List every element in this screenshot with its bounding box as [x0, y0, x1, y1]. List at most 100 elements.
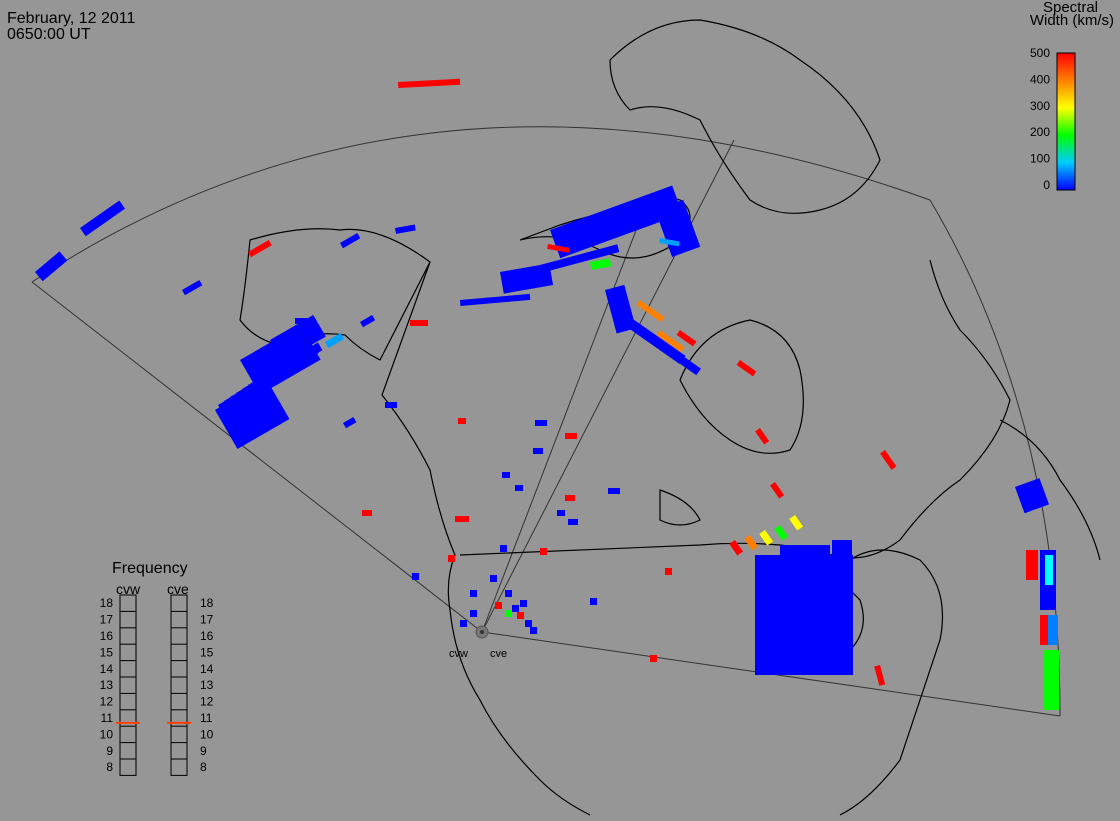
echo-cell	[505, 590, 512, 597]
radar-label-cvw: cvw	[449, 648, 468, 660]
frequency-scale-label-left: 17	[100, 613, 114, 627]
echo-cell	[325, 333, 345, 349]
echo-cell	[744, 534, 759, 551]
time-label: 0650:00 UT	[7, 26, 91, 43]
echo-cell	[520, 600, 527, 607]
echo-cell	[540, 548, 547, 555]
frequency-scale-label-left: 13	[100, 678, 114, 692]
frequency-scale-label-left: 15	[100, 645, 114, 659]
scatter-echoes	[34, 78, 1059, 710]
echo-cell	[665, 568, 672, 575]
echo-cell	[789, 515, 804, 531]
echo-cell	[676, 330, 697, 347]
echo-cell	[215, 380, 290, 449]
echo-cell	[362, 510, 372, 516]
colorbar-gradient	[1056, 52, 1076, 191]
echo-cell	[659, 238, 680, 247]
frequency-scale-label-left: 12	[100, 695, 114, 709]
frequency-scale-label-left: 11	[101, 711, 114, 725]
echo-cell	[410, 320, 428, 326]
echo-cell	[1045, 555, 1053, 585]
echo-cell	[505, 610, 512, 617]
frequency-scale-label-right: 12	[200, 695, 214, 709]
echo-cell	[517, 612, 524, 619]
frequency-cve-header: cve	[167, 581, 189, 597]
echo-cell	[565, 495, 575, 501]
frequency-scale-label-right: 10	[200, 727, 214, 741]
echo-cell	[590, 598, 597, 605]
echo-cell	[360, 315, 376, 328]
frequency-scale-label-left: 14	[100, 662, 114, 676]
colorbar-tick-label: 100	[1030, 152, 1050, 166]
echo-cell	[248, 240, 272, 258]
echo-cell	[34, 251, 68, 282]
echo-cell	[495, 602, 502, 609]
echo-cell	[650, 655, 657, 662]
echo-cell	[500, 545, 507, 552]
echo-cell	[1040, 615, 1048, 645]
colorbar-tick-label: 0	[1043, 178, 1050, 192]
echo-cell	[533, 448, 543, 454]
echo-cell	[874, 665, 886, 686]
echo-cell	[547, 244, 570, 253]
echo-cell	[343, 417, 357, 429]
echo-cell	[412, 573, 419, 580]
frequency-scale-label-right: 14	[200, 662, 214, 676]
echo-cell	[448, 555, 455, 562]
frequency-scale-label-left: 16	[100, 629, 114, 643]
colorbar-title-units: Width (km/s)	[1029, 12, 1114, 29]
echo-cell	[80, 200, 126, 237]
frequency-panel: 18 18 17 17 16 16 15 15 14 14 13 13 12 12 11 11 10 10 9 9 8 8	[100, 594, 214, 776]
date-label: February, 12 2011	[7, 10, 136, 27]
echo-cell	[460, 620, 467, 627]
echo-cell	[458, 418, 466, 424]
echo-cell	[270, 315, 326, 362]
frequency-scale-label-right: 11	[200, 711, 213, 725]
colorbar-tick-label: 200	[1030, 125, 1050, 139]
echo-cell	[568, 519, 578, 525]
frequency-cvw-header: cvw	[116, 581, 141, 597]
frequency-scale-label-right: 18	[200, 596, 214, 610]
alaska-coast	[239, 228, 431, 361]
radar-label-cve: cve	[490, 648, 507, 660]
echo-cell	[385, 402, 397, 408]
echo-cell	[1026, 550, 1038, 580]
echo-cell	[755, 555, 853, 675]
frequency-column-cve	[170, 594, 188, 776]
echo-cell	[182, 280, 203, 296]
echo-cell	[470, 610, 477, 617]
echo-cell	[755, 427, 770, 445]
echo-cell	[656, 330, 685, 353]
echo-cell	[500, 263, 554, 294]
east-coast	[839, 549, 943, 816]
colorbar-ticks: 500 400 300 200 100 0	[1030, 46, 1050, 192]
echo-cell	[394, 224, 416, 234]
frequency-scale-label-right: 8	[200, 760, 207, 774]
echo-cell	[880, 449, 897, 470]
echo-cell	[530, 627, 537, 634]
nova-scotia-coast	[999, 419, 1101, 561]
echo-cell	[515, 485, 523, 491]
echo-cell	[774, 525, 789, 541]
frequency-scale-label-left: 9	[106, 744, 113, 758]
colorbar-tick-label: 500	[1030, 46, 1050, 60]
echo-cell	[759, 530, 774, 546]
colorbar-tick-label: 400	[1030, 72, 1050, 86]
lake-winnipeg	[659, 489, 701, 526]
echo-cell	[636, 300, 665, 323]
frequency-scale-label-right: 9	[200, 744, 207, 758]
echo-cell	[502, 472, 510, 478]
radar-site-cve	[480, 630, 484, 634]
echo-cell	[736, 360, 757, 377]
echo-cell	[512, 605, 519, 612]
greenland	[609, 19, 881, 214]
echo-cell	[565, 433, 577, 439]
echo-cell	[1014, 478, 1050, 514]
echo-cell	[455, 516, 469, 522]
frequency-panel-title: Frequency	[112, 560, 188, 577]
colorbar-title: Spectral	[1042, 0, 1098, 16]
echo-cell	[470, 590, 477, 597]
echo-cell	[655, 340, 701, 376]
